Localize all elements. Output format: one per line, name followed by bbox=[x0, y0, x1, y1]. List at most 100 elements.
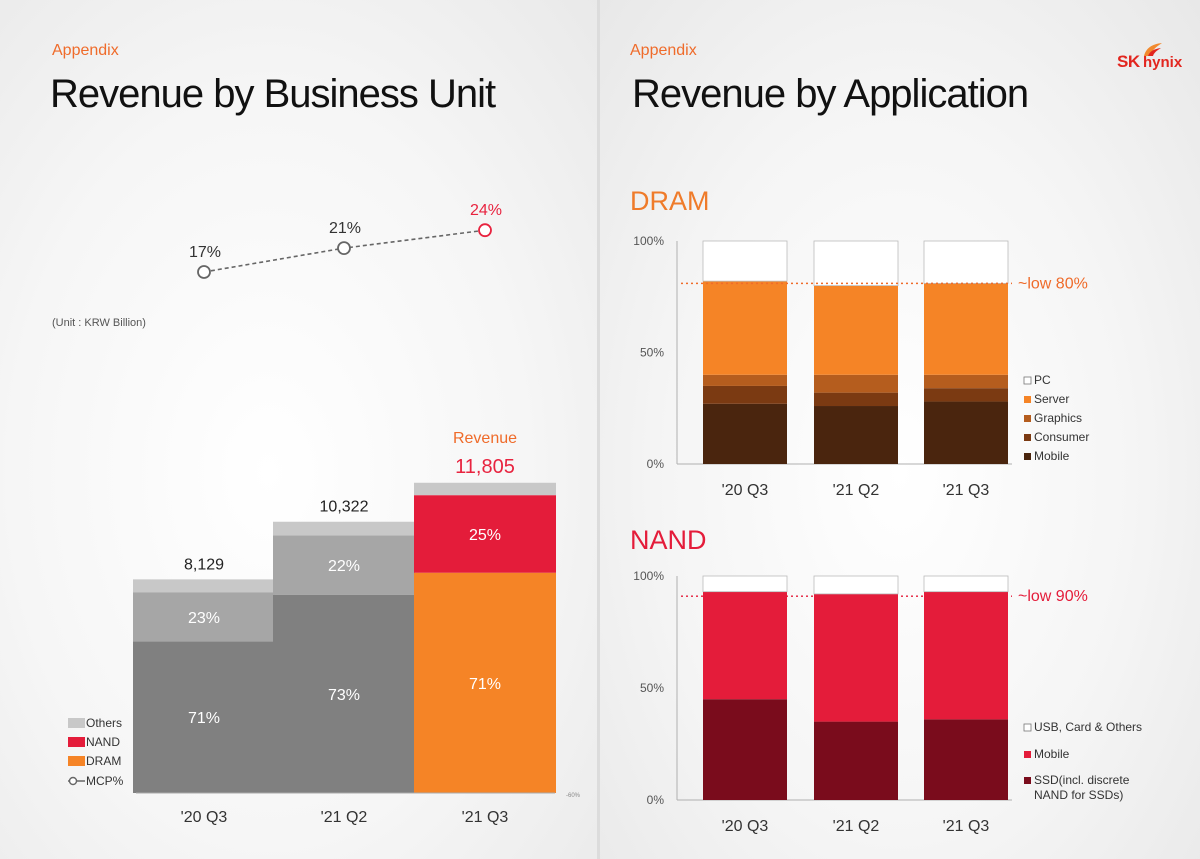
legend-swatch-mcp-dot bbox=[68, 776, 78, 786]
segment-label-nand-0: 23% bbox=[188, 610, 220, 627]
nand-legend-swatch-2 bbox=[1024, 777, 1031, 784]
dram-bar-4-0 bbox=[702, 240, 788, 282]
bar-dram-1 bbox=[273, 594, 415, 793]
revenue-label: Revenue bbox=[453, 430, 517, 447]
segment-label-dram-0: 71% bbox=[188, 710, 220, 727]
nand-chart-title: NAND bbox=[630, 525, 707, 555]
left-appendix-label: Appendix bbox=[52, 42, 119, 59]
dram-legend-label-1: Server bbox=[1034, 392, 1069, 406]
dram-bar-1-2 bbox=[924, 388, 1008, 402]
dram-legend-label-4: Mobile bbox=[1034, 449, 1070, 463]
legend-label-nand: NAND bbox=[86, 735, 120, 749]
dram-bar-1-0 bbox=[703, 385, 787, 404]
dram-bar-3-1 bbox=[814, 285, 898, 375]
dram-bar-3-0 bbox=[703, 281, 787, 375]
nand-reference-label: ~low 90% bbox=[1018, 588, 1088, 605]
dram-bar-4-1 bbox=[813, 240, 899, 286]
nand-y-tick-2: 100% bbox=[633, 569, 664, 583]
dram-chart-title: DRAM bbox=[630, 186, 710, 216]
dram-bar-0-2 bbox=[924, 401, 1008, 464]
x-tick-label-1: '21 Q2 bbox=[321, 809, 368, 826]
bar-nand-2 bbox=[414, 495, 556, 573]
nand-bar-2-1 bbox=[813, 575, 899, 595]
dram-legend-swatch-2 bbox=[1024, 415, 1031, 422]
dram-legend-swatch-4 bbox=[1024, 453, 1031, 460]
unit-label: (Unit : KRW Billion) bbox=[52, 317, 146, 329]
mcp-point-2 bbox=[478, 223, 492, 238]
dram-bar-2-1 bbox=[814, 374, 898, 393]
bar-nand-0 bbox=[133, 592, 275, 642]
mcp-label-0: 17% bbox=[189, 244, 221, 261]
dram-x-tick-0: '20 Q3 bbox=[722, 482, 769, 499]
bar-dram-2 bbox=[414, 572, 556, 793]
nand-legend-label-2-line1: NAND for SSDs) bbox=[1034, 788, 1123, 802]
dram-legend-label-0: PC bbox=[1034, 373, 1051, 387]
right-page-title: Revenue by Application bbox=[632, 72, 1029, 116]
dram-x-tick-2: '21 Q3 bbox=[943, 482, 990, 499]
sk-hynix-logo: SK hynix bbox=[1117, 43, 1183, 74]
nand-bar-1-1 bbox=[814, 593, 898, 722]
dram-reference-label: ~low 80% bbox=[1018, 275, 1088, 292]
nand-legend-label-0: USB, Card & Others bbox=[1034, 720, 1142, 734]
x-tick-label-0: '20 Q3 bbox=[181, 809, 228, 826]
mcp-point-0 bbox=[197, 265, 211, 279]
nand-bar-0-2 bbox=[924, 719, 1008, 800]
dram-bar-3-2 bbox=[924, 283, 1008, 375]
nand-bar-2-0 bbox=[702, 575, 788, 593]
panel-divider bbox=[597, 0, 600, 859]
right-appendix-label: Appendix bbox=[630, 42, 697, 59]
dram-bar-1-1 bbox=[814, 392, 898, 407]
x-tick-label-2: '21 Q3 bbox=[462, 809, 509, 826]
axis-note: -60% bbox=[566, 793, 581, 799]
left-slide-panel: Appendix Revenue by Business Unit (Unit … bbox=[0, 0, 598, 859]
dram-legend-swatch-1 bbox=[1024, 396, 1031, 403]
legend-swatch-others bbox=[68, 718, 85, 728]
nand-y-tick-1: 50% bbox=[640, 681, 664, 695]
bar-dram-0 bbox=[133, 641, 275, 793]
bar-others-2 bbox=[414, 482, 556, 496]
segment-label-nand-1: 22% bbox=[328, 558, 360, 575]
nand-bar-1-2 bbox=[924, 591, 1008, 720]
dram-x-tick-1: '21 Q2 bbox=[833, 482, 880, 499]
dram-bar-2-2 bbox=[924, 374, 1008, 389]
right-slide-panel: Appendix Revenue by Application bbox=[600, 0, 1200, 859]
dram-legend-label-3: Consumer bbox=[1034, 430, 1089, 444]
dram-legend-swatch-0 bbox=[1023, 376, 1032, 385]
dram-legend-label-2: Graphics bbox=[1034, 411, 1082, 425]
total-label-2: 11,805 bbox=[455, 456, 515, 478]
nand-legend-label-2: SSD(incl. discrete bbox=[1034, 773, 1130, 787]
total-label-1: 10,322 bbox=[320, 499, 369, 516]
bar-others-0 bbox=[133, 579, 275, 593]
legend-swatch-dram bbox=[68, 756, 85, 766]
nand-x-tick-1: '21 Q2 bbox=[833, 818, 880, 835]
nand-legend-swatch-1 bbox=[1024, 751, 1031, 758]
nand-bar-0-1 bbox=[814, 721, 898, 800]
logo-hynix-text: hynix bbox=[1143, 54, 1183, 71]
total-label-0: 8,129 bbox=[184, 556, 224, 573]
dram-y-tick-0: 0% bbox=[647, 457, 665, 471]
business-unit-chart: 71% 23% 8,129 '20 Q3 73% 22% 10,322 '21 Q2 71% 25… bbox=[68, 202, 581, 826]
logo-sk-text: SK bbox=[1117, 52, 1140, 71]
mcp-point-1 bbox=[337, 241, 351, 256]
nand-legend-swatch-0 bbox=[1023, 723, 1032, 732]
legend-label-others: Others bbox=[86, 716, 122, 730]
nand-x-tick-0: '20 Q3 bbox=[722, 818, 769, 835]
dram-y-tick-2: 100% bbox=[633, 234, 664, 248]
bar-nand-1 bbox=[273, 535, 415, 595]
dram-bar-0-1 bbox=[814, 406, 898, 464]
nand-bar-1-0 bbox=[703, 591, 787, 700]
nand-legend-label-1: Mobile bbox=[1034, 747, 1070, 761]
segment-label-dram-1: 73% bbox=[328, 687, 360, 704]
mcp-label-1: 21% bbox=[329, 220, 361, 237]
legend-label-dram: DRAM bbox=[86, 754, 121, 768]
bar-others-1 bbox=[273, 521, 415, 536]
mcp-label-2: 24% bbox=[470, 202, 502, 219]
dram-bar-0-0 bbox=[703, 403, 787, 464]
segment-label-dram-2: 71% bbox=[469, 676, 501, 693]
nand-bar-0-0 bbox=[703, 699, 787, 800]
dram-bar-2-0 bbox=[703, 374, 787, 386]
nand-y-tick-0: 0% bbox=[647, 793, 665, 807]
application-charts: DRAM 0% 50% 100% '20 Q3 '21 Q2 '21 Q3 ~low 80% P… bbox=[630, 186, 1142, 835]
dram-legend-swatch-3 bbox=[1024, 434, 1031, 441]
dram-bar-4-2 bbox=[923, 240, 1009, 284]
